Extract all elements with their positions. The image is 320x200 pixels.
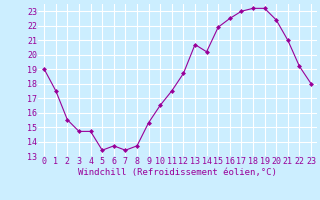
X-axis label: Windchill (Refroidissement éolien,°C): Windchill (Refroidissement éolien,°C) xyxy=(78,168,277,177)
